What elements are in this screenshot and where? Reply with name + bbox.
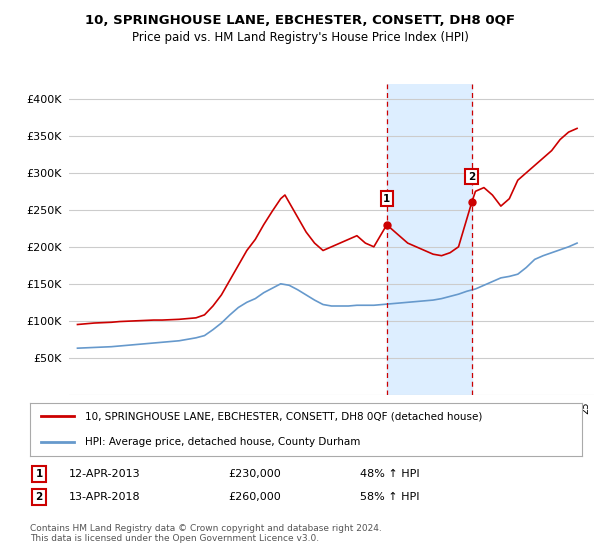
Text: 10, SPRINGHOUSE LANE, EBCHESTER, CONSETT, DH8 0QF (detached house): 10, SPRINGHOUSE LANE, EBCHESTER, CONSETT… — [85, 412, 482, 422]
Text: 13-APR-2018: 13-APR-2018 — [69, 492, 140, 502]
Text: £230,000: £230,000 — [228, 469, 281, 479]
Text: 58% ↑ HPI: 58% ↑ HPI — [360, 492, 419, 502]
Text: 48% ↑ HPI: 48% ↑ HPI — [360, 469, 419, 479]
Bar — [387, 84, 472, 395]
Text: 2: 2 — [468, 172, 475, 181]
Text: Contains HM Land Registry data © Crown copyright and database right 2024.
This d: Contains HM Land Registry data © Crown c… — [30, 524, 382, 543]
Text: 12-APR-2013: 12-APR-2013 — [69, 469, 140, 479]
Text: 10, SPRINGHOUSE LANE, EBCHESTER, CONSETT, DH8 0QF: 10, SPRINGHOUSE LANE, EBCHESTER, CONSETT… — [85, 14, 515, 27]
Text: HPI: Average price, detached house, County Durham: HPI: Average price, detached house, Coun… — [85, 436, 361, 446]
Text: Price paid vs. HM Land Registry's House Price Index (HPI): Price paid vs. HM Land Registry's House … — [131, 31, 469, 44]
Text: 1: 1 — [383, 194, 391, 204]
Text: 2: 2 — [35, 492, 43, 502]
Text: £260,000: £260,000 — [228, 492, 281, 502]
Text: 1: 1 — [35, 469, 43, 479]
